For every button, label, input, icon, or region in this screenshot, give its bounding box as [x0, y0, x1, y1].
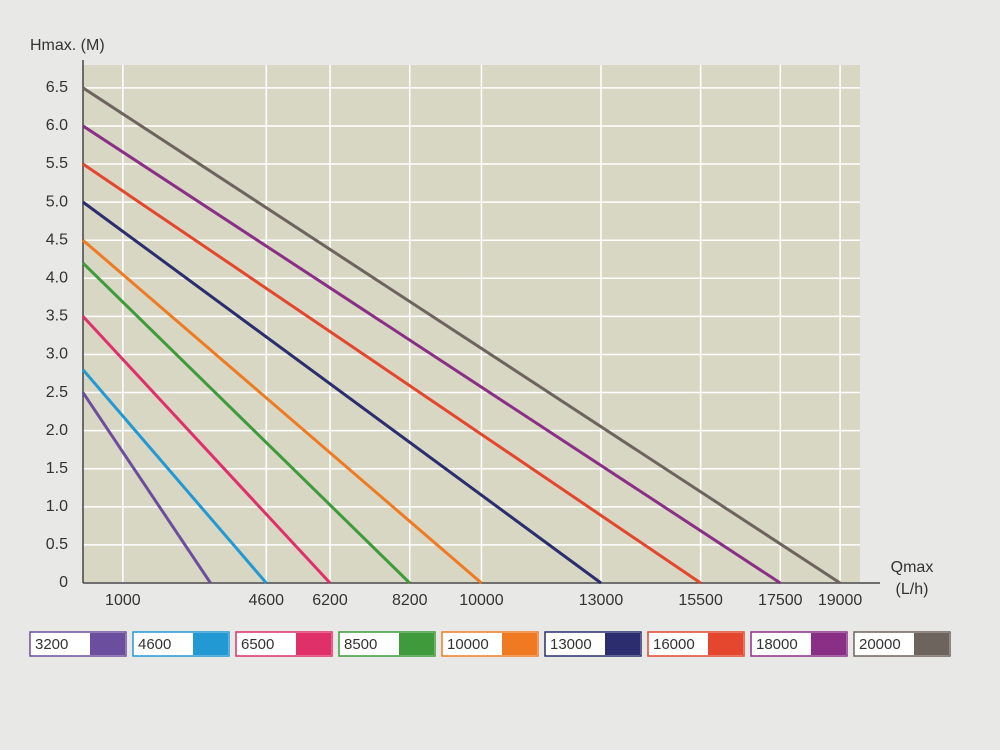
legend-label: 13000	[550, 636, 592, 653]
x-tick-label: 10000	[459, 592, 504, 609]
legend-label: 6500	[241, 636, 274, 653]
x-tick-label: 15500	[678, 592, 723, 609]
x-tick-label: 8200	[392, 592, 428, 609]
legend-label: 8500	[344, 636, 377, 653]
legend-swatch	[90, 633, 125, 655]
y-tick-label: 4.0	[46, 270, 68, 287]
x-tick-label: 17500	[758, 592, 803, 609]
x-tick-label: 1000	[105, 592, 141, 609]
series-line	[81, 315, 332, 585]
series-line	[81, 391, 212, 584]
y-tick-label: 6.5	[46, 79, 68, 96]
y-tick-label: 5.0	[46, 193, 68, 210]
series-line	[81, 368, 268, 584]
legend-swatch	[811, 633, 846, 655]
series-line	[82, 162, 702, 585]
x-tick-label: 4600	[248, 592, 284, 609]
series-line	[81, 261, 411, 585]
legend-label: 10000	[447, 636, 489, 653]
y-tick-label: 3.5	[46, 308, 68, 325]
series-line	[82, 200, 602, 585]
x-axis-label: (L/h)	[896, 581, 929, 598]
y-axis-label: Hmax. (M)	[30, 37, 105, 54]
legend-swatch	[914, 633, 949, 655]
series-line	[82, 124, 782, 585]
legend-label: 16000	[653, 636, 695, 653]
x-tick-label: 6200	[312, 592, 348, 609]
plot-area	[83, 65, 860, 583]
legend-label: 20000	[859, 636, 901, 653]
legend-swatch	[296, 633, 331, 655]
legend-swatch	[502, 633, 537, 655]
y-tick-label: 1.0	[46, 498, 68, 515]
legend-label: 3200	[35, 636, 68, 653]
y-tick-label: 3.0	[46, 346, 68, 363]
x-axis-label: Qmax	[891, 559, 934, 576]
y-tick-label: 5.5	[46, 155, 68, 172]
y-tick-label: 4.5	[46, 231, 68, 248]
y-tick-label: 0.5	[46, 536, 68, 553]
series-line	[82, 239, 483, 585]
x-tick-label: 19000	[818, 592, 863, 609]
legend-label: 18000	[756, 636, 798, 653]
series-line	[82, 86, 841, 585]
legend-swatch	[605, 633, 640, 655]
y-tick-label: 2.0	[46, 422, 68, 439]
y-tick-label: 1.5	[46, 460, 68, 477]
legend-swatch	[193, 633, 228, 655]
legend-label: 4600	[138, 636, 171, 653]
x-tick-label: 13000	[579, 592, 624, 609]
y-tick-label: 2.5	[46, 384, 68, 401]
y-tick-label: 6.0	[46, 117, 68, 134]
y-tick-label: 0	[59, 574, 68, 591]
legend-swatch	[708, 633, 743, 655]
legend-swatch	[399, 633, 434, 655]
